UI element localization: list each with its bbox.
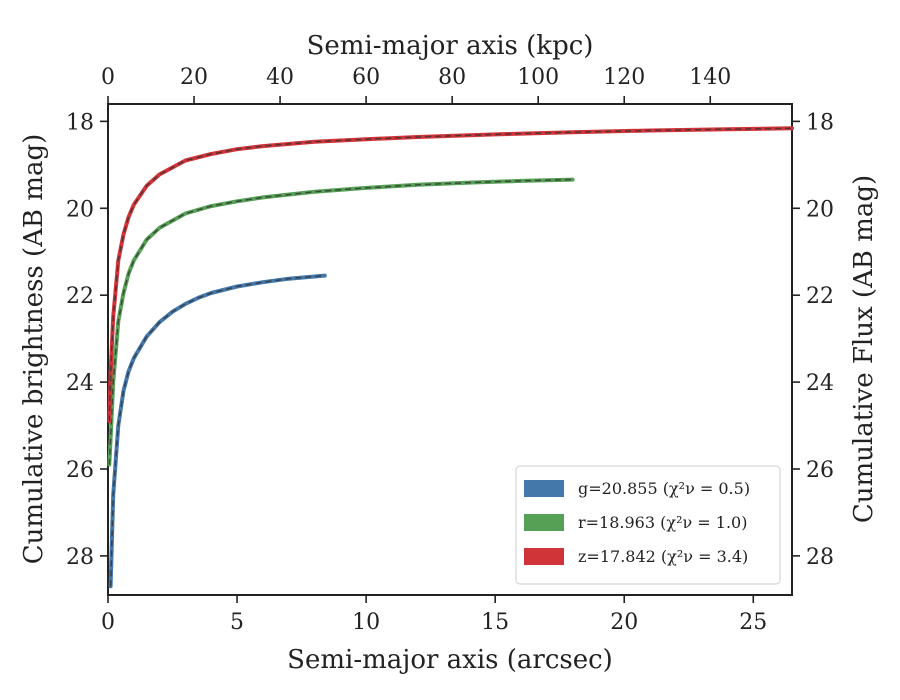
legend-label: z=17.842 (χ²ν = 3.4)	[578, 547, 748, 566]
plot-area	[107, 103, 794, 596]
series-model-line-0	[109, 274, 325, 587]
y-tick-label-left: 28	[66, 545, 94, 570]
y-axis-title-left: Cumulative brightness (AB mag)	[19, 134, 49, 565]
y-tick-label-left: 18	[66, 110, 94, 135]
x-tick-label: 5	[230, 610, 244, 635]
x-top-tick-label: 0	[101, 65, 115, 90]
y-tick-label-left: 24	[66, 371, 94, 396]
y-tick-label-right: 22	[806, 284, 834, 309]
y-tick-label-right: 28	[806, 545, 834, 570]
y-axis-title-right: Cumulative Flux (AB mag)	[849, 175, 879, 523]
series-layer	[107, 126, 794, 589]
plot-frame	[107, 103, 793, 596]
axis-layer: 0 5 10 15 20 25 0 20 40 60 80 100 120 140 18 18 20 20 22 22…	[66, 65, 834, 635]
legend: g=20.855 (χ²ν = 0.5) r=18.963 (χ²ν = 1.0)…	[515, 465, 781, 585]
series-line-2	[107, 126, 794, 424]
legend-label: g=20.855 (χ²ν = 0.5)	[578, 479, 750, 498]
x-top-tick-label: 120	[603, 65, 645, 90]
legend-swatch	[524, 514, 564, 531]
x-top-tick-label: 100	[517, 65, 559, 90]
legend-swatch	[524, 548, 564, 565]
y-tick-label-right: 20	[806, 197, 834, 222]
x-tick-label: 15	[481, 610, 509, 635]
legend-swatch	[524, 480, 564, 497]
series-model-line-2	[108, 127, 793, 422]
x-top-tick-label: 60	[352, 65, 380, 90]
y-tick-label-left: 22	[66, 284, 94, 309]
x-tick-label: 25	[739, 610, 767, 635]
x-axis-title-bottom: Semi-major axis (arcsec)	[287, 645, 613, 675]
x-top-tick-label: 140	[689, 65, 731, 90]
x-axis-title-top: Semi-major axis (kpc)	[307, 31, 594, 61]
x-tick-label: 0	[101, 610, 115, 635]
x-tick-label: 10	[352, 610, 380, 635]
series-line-1	[107, 177, 575, 467]
legend-frame	[515, 465, 781, 585]
y-tick-label-right: 18	[806, 110, 834, 135]
x-top-tick-label: 40	[266, 65, 294, 90]
legend-label: r=18.963 (χ²ν = 1.0)	[578, 513, 747, 532]
series-model-line-1	[108, 178, 573, 465]
y-tick-label-left: 20	[66, 197, 94, 222]
y-tick-label-left: 26	[66, 458, 94, 483]
series-line-0	[108, 273, 327, 589]
x-top-tick-label: 20	[180, 65, 208, 90]
legend-items: g=20.855 (χ²ν = 0.5) r=18.963 (χ²ν = 1.0)…	[524, 479, 750, 566]
y-tick-label-right: 24	[806, 371, 834, 396]
x-top-tick-label: 80	[438, 65, 466, 90]
y-tick-label-right: 26	[806, 458, 834, 483]
x-tick-label: 20	[610, 610, 638, 635]
